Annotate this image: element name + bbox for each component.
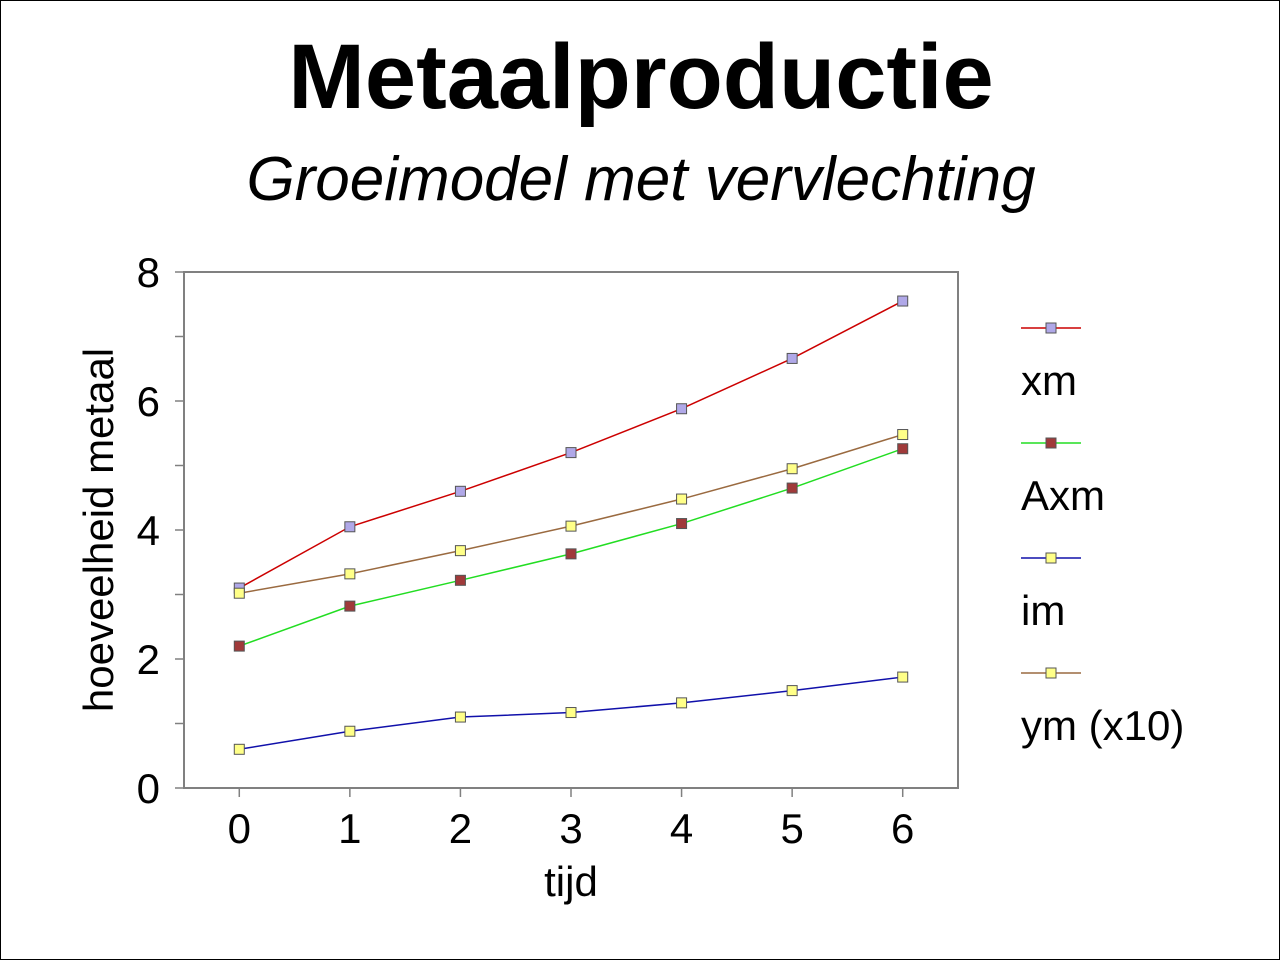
data-point (786, 685, 798, 697)
legend-swatch-marker (1045, 437, 1057, 449)
legend-label: im (1021, 587, 1065, 634)
data-point (786, 463, 798, 475)
x-tick-label: 5 (780, 805, 803, 852)
data-point (344, 521, 356, 533)
data-point (565, 548, 577, 560)
legend-item: Axm (1021, 437, 1105, 519)
data-point (786, 482, 798, 494)
x-tick-label: 6 (891, 805, 914, 852)
legend-item: im (1021, 552, 1081, 634)
data-point (233, 640, 245, 652)
chart-legend: xm Axm im ym (x10) (1021, 322, 1184, 749)
data-point (897, 295, 909, 307)
data-point (454, 574, 466, 586)
data-point (786, 352, 798, 364)
data-point (454, 485, 466, 497)
x-tick-label: 1 (338, 805, 361, 852)
data-point (233, 587, 245, 599)
data-point (344, 725, 356, 737)
y-tick-label: 0 (137, 765, 160, 812)
data-point (344, 568, 356, 580)
x-tick-label: 3 (559, 805, 582, 852)
data-point (565, 520, 577, 532)
legend-item: ym (x10) (1021, 667, 1184, 749)
legend-swatch-marker (1045, 667, 1057, 679)
x-tick-label: 2 (449, 805, 472, 852)
data-point (897, 671, 909, 683)
legend-swatch-marker (1045, 322, 1057, 334)
data-point (565, 447, 577, 459)
data-point (676, 697, 688, 709)
data-point (454, 545, 466, 557)
legend-label: ym (x10) (1021, 702, 1184, 749)
y-tick-label: 8 (137, 249, 160, 296)
x-axis-label: tijd (544, 858, 598, 905)
data-point (454, 711, 466, 723)
slide-subtitle: Groeimodel met vervlechting (246, 145, 1036, 214)
data-point (676, 493, 688, 505)
x-axis: 0 1 2 3 4 5 6 (228, 788, 914, 852)
data-point (344, 600, 356, 612)
y-tick-label: 2 (137, 636, 160, 683)
slide-title: Metaalproductie (288, 26, 994, 128)
x-tick-label: 4 (670, 805, 693, 852)
data-point (897, 443, 909, 455)
data-point (897, 429, 909, 441)
series-markers (233, 295, 909, 755)
y-axis-label: hoeveelheid metaal (75, 348, 122, 712)
legend-label: Axm (1021, 472, 1105, 519)
legend-label: xm (1021, 357, 1077, 404)
legend-swatch-marker (1045, 552, 1057, 564)
data-point (676, 518, 688, 530)
y-tick-label: 6 (137, 378, 160, 425)
data-point (233, 743, 245, 755)
data-point (676, 403, 688, 415)
x-tick-label: 0 (228, 805, 251, 852)
legend-item: xm (1021, 322, 1081, 404)
data-point (565, 707, 577, 719)
y-axis: 0 2 4 6 8 (137, 249, 184, 812)
y-tick-label: 4 (137, 507, 160, 554)
